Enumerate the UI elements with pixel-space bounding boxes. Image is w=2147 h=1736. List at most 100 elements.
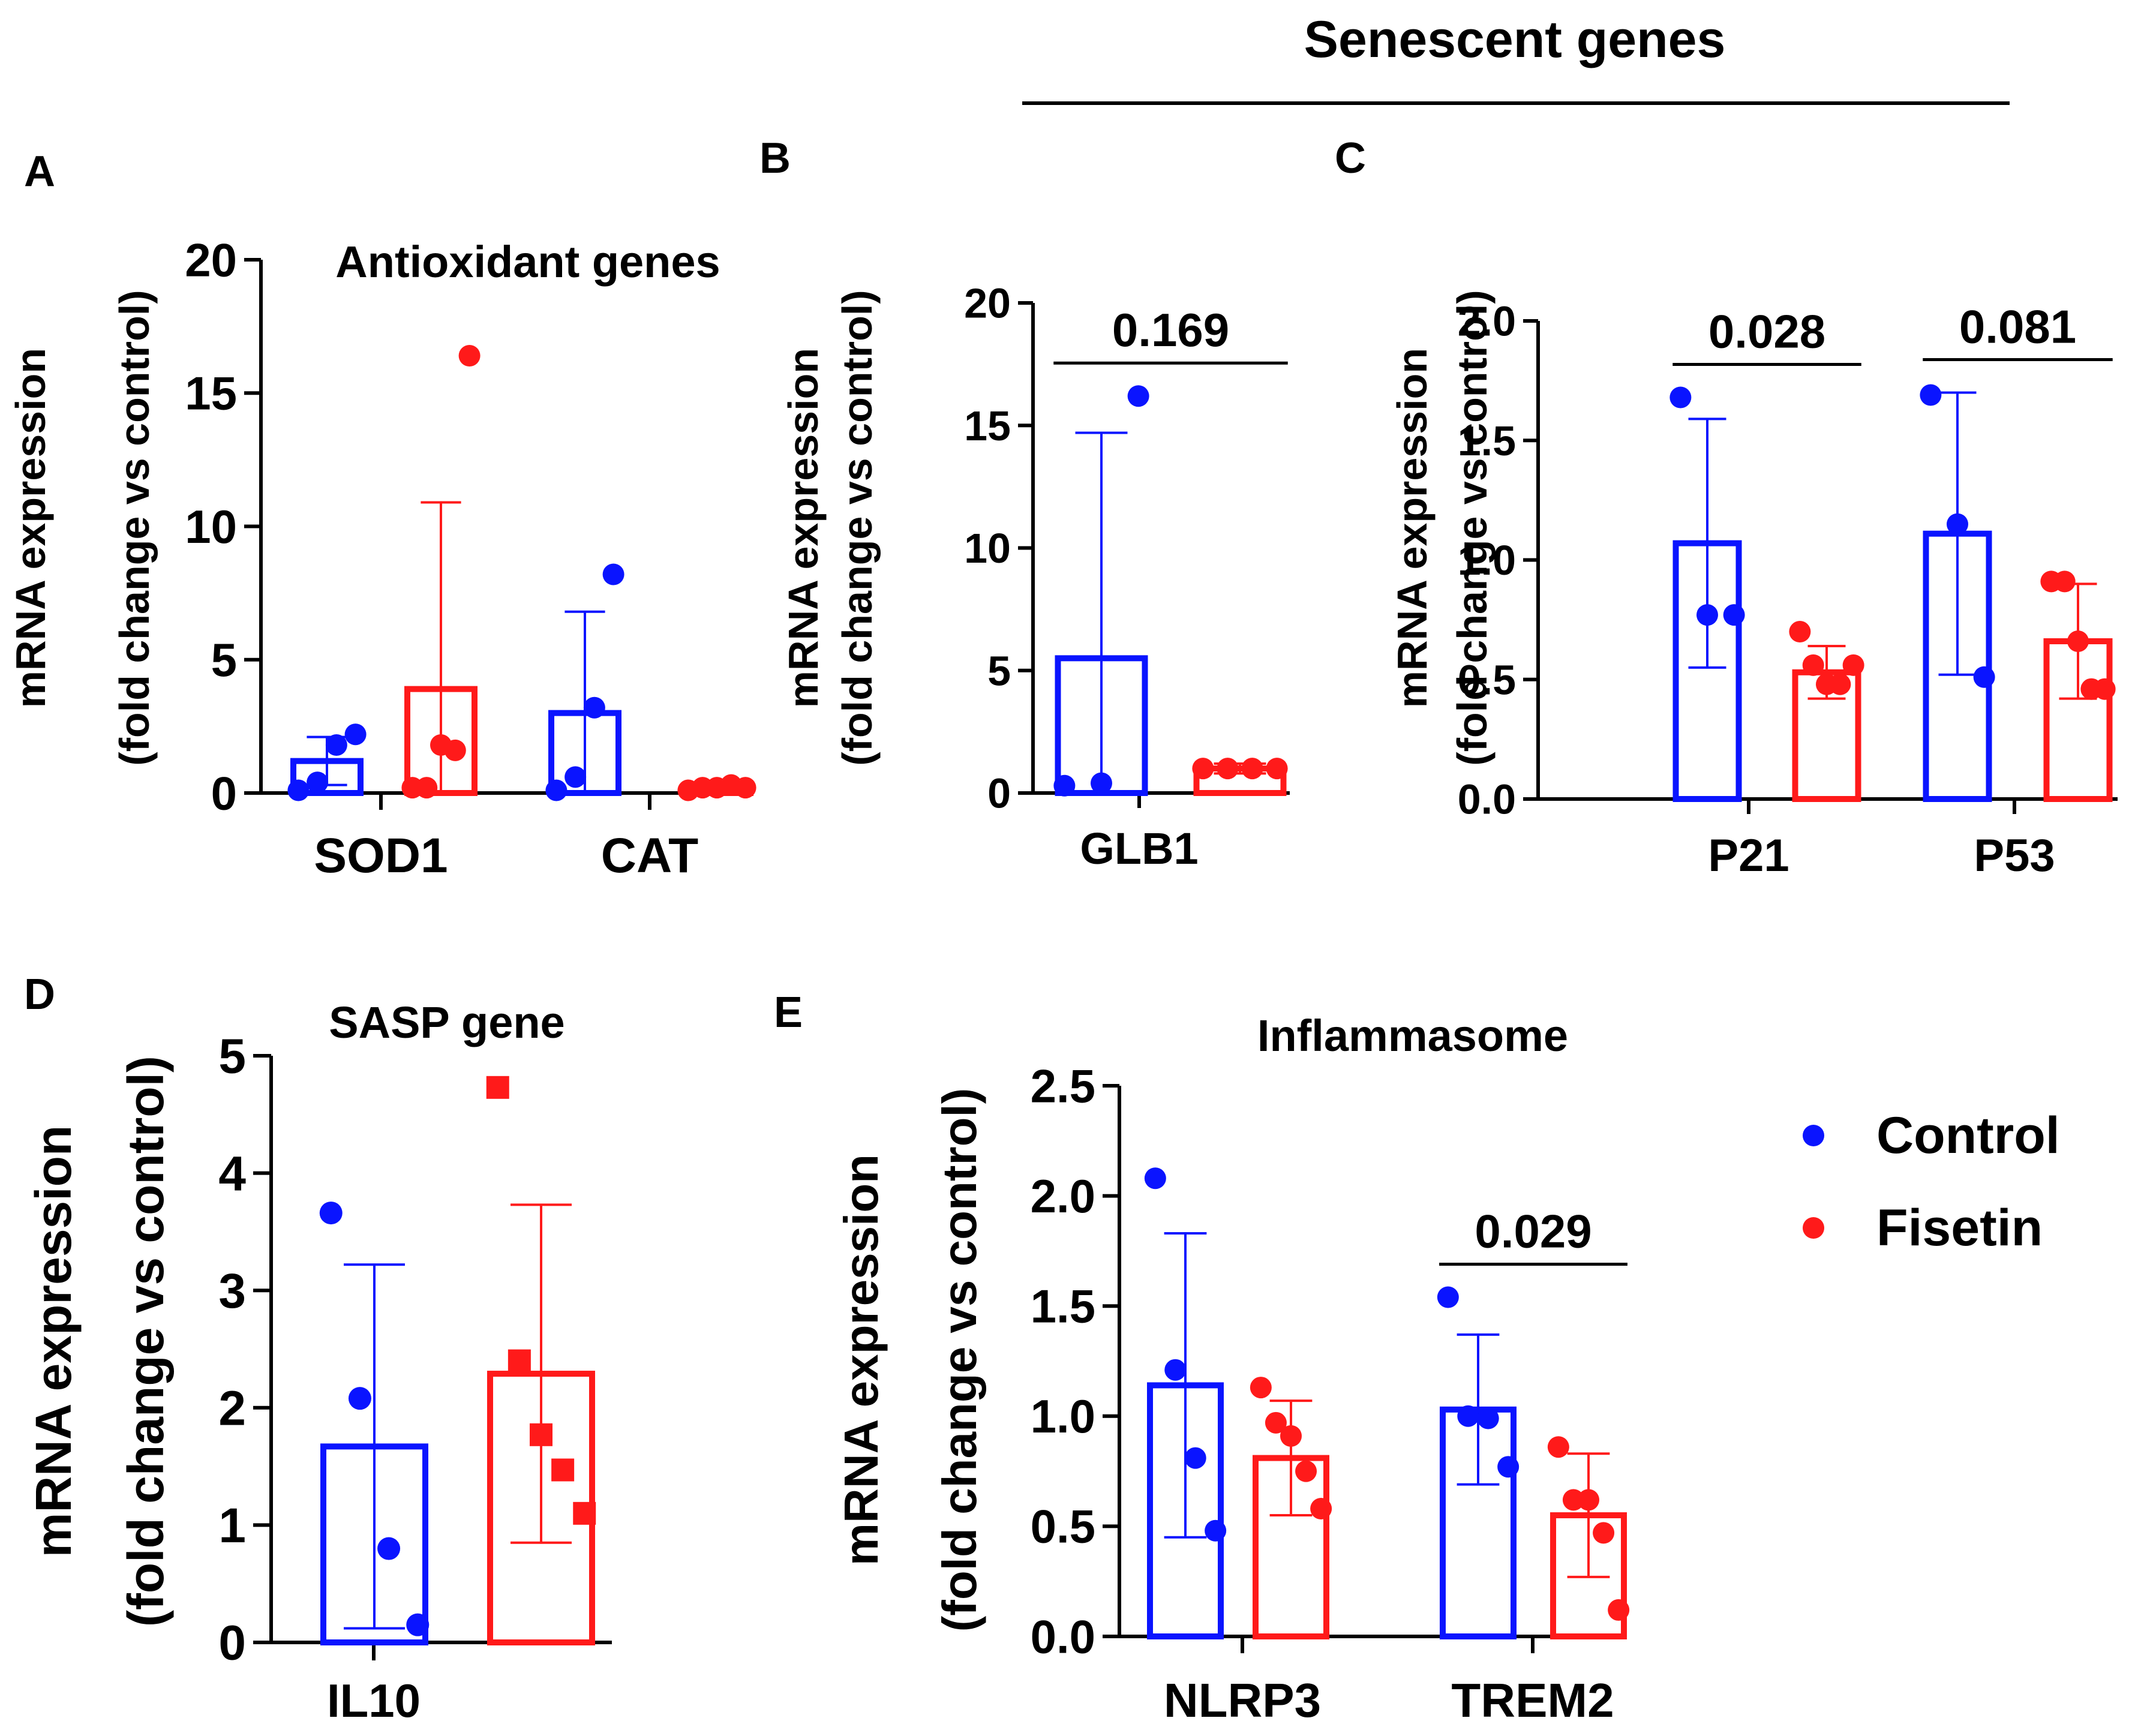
panel-c-data-point-control xyxy=(1947,513,1968,535)
panel-d-data-point-control xyxy=(406,1613,430,1636)
panel-c-y-tick-label: 0.5 xyxy=(1458,656,1516,703)
group-header: Senescent genes xyxy=(1304,11,1726,68)
panel-c-y-tick-label: 0.0 xyxy=(1458,776,1516,823)
panel-a-y-tick-label: 15 xyxy=(185,367,237,420)
panel-a-y-tick-label: 20 xyxy=(185,233,237,286)
panel-e-data-point-control xyxy=(1164,1359,1187,1381)
panel-letter-b: B xyxy=(759,134,791,182)
panel-c-data-point-control xyxy=(1920,384,1942,406)
panel-a-data-point-control xyxy=(344,723,367,746)
legend-marker-control xyxy=(1803,1125,1824,1146)
panel-d-y-axis-title: (fold change vs control) xyxy=(118,1056,174,1627)
panel-b-data-point-fisetin xyxy=(1217,758,1239,780)
panel-e-pvalue-label: 0.029 xyxy=(1475,1205,1592,1258)
panel-e-data-point-fisetin xyxy=(1250,1377,1272,1399)
panel-c-y-axis-title: (fold change vs control) xyxy=(1449,290,1496,765)
panel-e-data-point-control xyxy=(1184,1447,1206,1469)
panel-e-data-point-control xyxy=(1457,1405,1479,1427)
panel-d-data-point-control xyxy=(377,1537,401,1560)
panel-c-pvalue-label: 0.081 xyxy=(1959,301,2076,353)
panel-d-chart: D 0 1 2 3 4 5 mRNA expression (fold change vs c… xyxy=(24,971,612,1727)
panel-e-data-point-fisetin xyxy=(1265,1411,1287,1434)
panel-e-y-tick-label: 2.0 xyxy=(1031,1170,1095,1223)
panel-d-category-label: IL10 xyxy=(327,1674,421,1727)
panel-a-data-point-control xyxy=(545,779,567,801)
panel-b-data-point-control xyxy=(1091,772,1112,794)
panel-e-data-point-fisetin xyxy=(1295,1460,1317,1482)
panel-b-data-point-control xyxy=(1127,385,1149,407)
panel-d-data-point-fisetin xyxy=(486,1076,509,1099)
panel-c-data-point-fisetin xyxy=(2053,570,2076,593)
panel-e-data-point-fisetin xyxy=(1593,1522,1615,1544)
panel-a-data-point-control xyxy=(583,696,605,719)
panel-e-data-point-control xyxy=(1437,1286,1459,1308)
panel-c-data-point-fisetin xyxy=(1829,673,1851,695)
legend-label-control: Control xyxy=(1876,1107,2060,1164)
panel-a-data-point-control xyxy=(325,734,347,756)
panel-a-y-axis-title: (fold change vs control) xyxy=(111,290,158,765)
panel-e-data-point-control xyxy=(1477,1407,1499,1429)
panel-b-y-tick-label: 0 xyxy=(987,770,1011,817)
panel-b-y-tick-label: 15 xyxy=(964,403,1011,449)
panel-c-data-point-fisetin xyxy=(2067,630,2089,652)
panel-e-y-tick-label: 0.5 xyxy=(1031,1500,1095,1553)
panel-d-data-point-fisetin xyxy=(573,1501,596,1525)
panel-a-category-label: SOD1 xyxy=(314,828,448,883)
panel-c-data-point-control xyxy=(1696,604,1718,626)
panel-e-data-point-fisetin xyxy=(1280,1425,1302,1447)
panel-e-title: Inflammasome xyxy=(1257,1011,1568,1061)
panel-d-title: SASP gene xyxy=(329,998,564,1047)
panel-b-y-tick-label: 20 xyxy=(964,280,1011,327)
legend-label-fisetin: Fisetin xyxy=(1876,1199,2043,1257)
panel-e-data-point-fisetin xyxy=(1310,1498,1332,1520)
panel-d-y-tick-label: 5 xyxy=(218,1029,246,1084)
panel-c-y-tick-label: 1.5 xyxy=(1458,418,1516,464)
panel-b-y-axis-title: (fold change vs control) xyxy=(834,290,881,765)
panel-d-data-point-fisetin xyxy=(530,1423,552,1446)
panel-b-data-point-fisetin xyxy=(1241,758,1263,780)
panel-e-chart: E 0.0 0.5 1.0 1.5 2.0 2.5 mRNA expression (fold… xyxy=(774,989,1630,1727)
panel-b-data-point-fisetin xyxy=(1266,758,1288,780)
panel-c-data-point-fisetin xyxy=(2094,678,2116,700)
panel-b-category-label: GLB1 xyxy=(1080,824,1198,873)
panel-b-data-point-control xyxy=(1053,774,1076,797)
panel-c-data-point-control xyxy=(1973,666,1995,688)
panel-b-data-point-fisetin xyxy=(1192,758,1214,780)
panel-e-y-axis-title: mRNA expression xyxy=(834,1154,888,1566)
panel-c-y-tick-label: 2.0 xyxy=(1458,298,1516,345)
panel-a-title: Antioxidant genes xyxy=(335,237,720,287)
panel-e-data-point-control xyxy=(1497,1456,1520,1478)
panel-b-pvalue-label: 0.169 xyxy=(1112,304,1229,356)
panel-c-chart: C 0.0 0.5 1.0 1.5 2.0 mRNA expression (fold ch… xyxy=(1335,134,2118,881)
panel-a-data-point-fisetin xyxy=(444,739,466,761)
panel-letter-e: E xyxy=(774,989,803,1037)
panel-a-y-tick-label: 0 xyxy=(211,767,237,819)
panel-e-category-label: TREM2 xyxy=(1451,1674,1614,1727)
panel-d-data-point-control xyxy=(319,1202,343,1225)
panel-d-data-point-fisetin xyxy=(551,1458,575,1482)
panel-c-y-tick-label: 1.0 xyxy=(1458,537,1516,584)
panel-a-y-tick-label: 10 xyxy=(185,500,237,553)
panel-e-data-point-fisetin xyxy=(1547,1436,1569,1458)
panel-d-y-tick-label: 4 xyxy=(218,1146,246,1201)
panel-e-data-point-fisetin xyxy=(1562,1489,1584,1511)
panel-a-chart: A 0 5 10 15 20 mRNA expression (fold change vs… xyxy=(7,148,756,883)
panel-d-y-axis-title: mRNA expression xyxy=(25,1125,82,1557)
panel-a-category-label: CAT xyxy=(601,828,698,883)
panel-b-y-axis-title: mRNA expression xyxy=(780,348,827,708)
panel-a-data-point-control xyxy=(307,771,329,794)
panel-c-data-point-control xyxy=(1723,604,1745,626)
panel-b-y-tick-label: 5 xyxy=(987,647,1011,694)
panel-e-category-label: NLRP3 xyxy=(1164,1674,1321,1727)
panel-c-data-point-fisetin xyxy=(1802,654,1824,676)
panel-c-data-point-fisetin xyxy=(1789,621,1811,643)
panel-c-y-axis-title: mRNA expression xyxy=(1389,348,1436,708)
panel-c-data-point-fisetin xyxy=(1842,654,1864,676)
panel-a-data-point-control xyxy=(602,563,624,585)
panel-letter-a: A xyxy=(24,148,55,196)
panel-b-y-tick-label: 10 xyxy=(964,525,1011,572)
panel-a-data-point-fisetin xyxy=(416,777,438,799)
panel-a-data-point-control xyxy=(564,766,587,788)
panel-e-y-tick-label: 1.5 xyxy=(1031,1280,1095,1333)
